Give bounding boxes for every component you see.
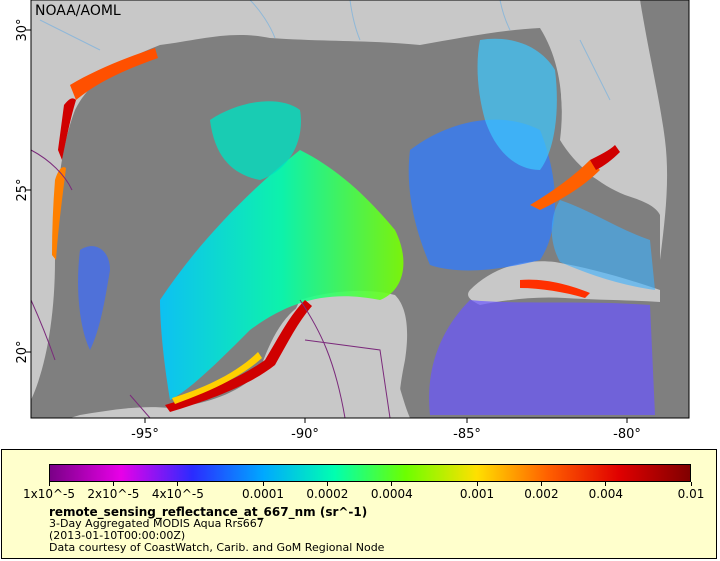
colorbar-tick-label: 1x10^-5 xyxy=(22,487,76,501)
colorbar-tick xyxy=(476,482,478,486)
lon-tick-label: -85° xyxy=(453,427,481,442)
colorbar-tick xyxy=(605,482,607,486)
colorbar-tick xyxy=(326,482,328,486)
lat-tick-label: 25° xyxy=(15,178,30,201)
atlantic-ocean xyxy=(640,0,689,418)
rivers xyxy=(39,0,611,101)
colorbar-tick xyxy=(540,482,542,486)
lat-axis: 30° 25° 20° xyxy=(15,18,31,364)
reflectance-data xyxy=(52,38,655,415)
colorbar-tick-label: 0.0002 xyxy=(306,487,349,501)
courtesy-label: Data courtesy of CoastWatch, Carib. and … xyxy=(49,541,385,554)
florida-land xyxy=(540,0,653,195)
colorbar-tick-label: 0.004 xyxy=(588,487,624,501)
colorbar-tick-label: 0.0004 xyxy=(370,487,413,501)
lon-tick-label: -90° xyxy=(291,427,319,442)
dataset-label: 3-Day Aggregated MODIS Aqua Rrs667 xyxy=(49,517,264,530)
legend-text: remote_sensing_reflectance_at_667_nm (sr… xyxy=(49,506,384,554)
colorbar-tick xyxy=(177,482,179,486)
cuba-land xyxy=(468,261,660,305)
colorbar-tick-label: 0.01 xyxy=(677,487,705,501)
colorbar-tick-label: 0.002 xyxy=(524,487,559,501)
colorbar-tick-label: 4x10^-5 xyxy=(151,487,204,501)
legend-panel: 1x10^-5 2x10^-5 4x10^-5 0.0001 0.0002 0.0004 0… xyxy=(1,449,717,559)
lon-tick-label: -95° xyxy=(131,427,159,442)
colorbar xyxy=(49,464,691,482)
colorbar-tick xyxy=(262,482,264,486)
variable-label: remote_sensing_reflectance_at_667_nm (sr… xyxy=(49,505,368,519)
colorbar-tick xyxy=(48,482,50,486)
political-borders xyxy=(31,149,391,418)
colorbar-tick xyxy=(690,482,692,486)
lon-axis: -95° -90° -85° -80° xyxy=(131,418,641,442)
lat-tick-label: 20° xyxy=(15,340,30,363)
map-credit: NOAA/AOML xyxy=(35,3,121,19)
date-label: (2013-01-10T00:00:00Z) xyxy=(49,529,186,542)
colorbar-tick-label: 0.001 xyxy=(459,487,495,501)
lat-tick-label: 30° xyxy=(15,18,30,41)
colorbar-tick xyxy=(112,482,114,486)
colorbar-tick-label: 2x10^-5 xyxy=(87,487,140,501)
colorbar-tick xyxy=(391,482,393,486)
colorbar-tick-label: 0.0001 xyxy=(242,487,284,501)
lon-tick-label: -80° xyxy=(613,427,641,442)
map-frame xyxy=(30,0,690,419)
